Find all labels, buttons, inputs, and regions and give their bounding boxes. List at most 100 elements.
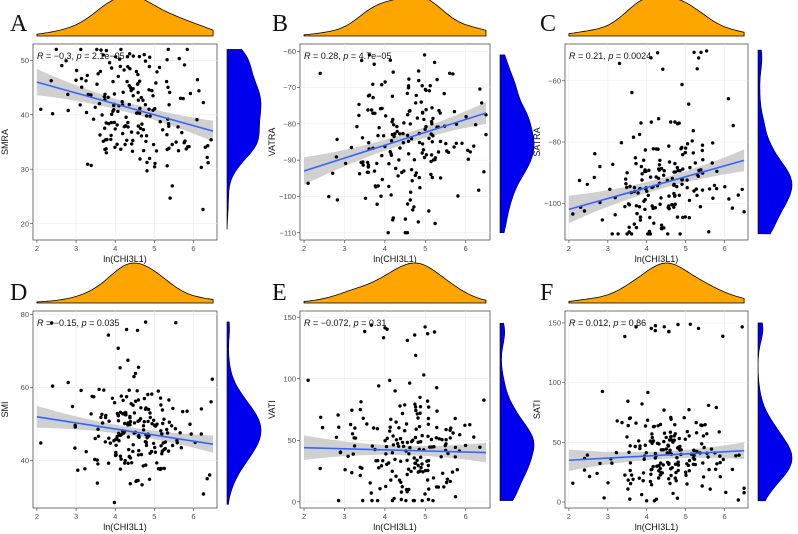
data-point — [128, 52, 132, 56]
data-point — [197, 89, 201, 93]
data-point — [639, 121, 643, 125]
data-point — [427, 405, 431, 409]
data-point — [478, 87, 482, 91]
data-point — [675, 184, 679, 189]
data-point — [143, 407, 148, 411]
data-point — [343, 468, 347, 472]
data-point — [108, 441, 113, 445]
data-point — [737, 453, 741, 457]
data-point — [107, 61, 112, 65]
x-tick-label: 3 — [606, 512, 610, 521]
data-point — [682, 416, 686, 420]
y-tick-label: 100 — [548, 378, 561, 387]
data-point — [168, 90, 172, 95]
data-point — [718, 475, 722, 479]
data-point — [445, 477, 450, 481]
y-tick-label: −100 — [279, 192, 296, 201]
data-point — [701, 158, 705, 162]
plot-frame — [32, 310, 218, 509]
regression-line — [36, 81, 214, 132]
top-density-curve — [36, 262, 214, 304]
data-point — [626, 478, 630, 482]
data-point — [131, 138, 135, 143]
data-point — [675, 496, 680, 500]
data-point — [177, 56, 181, 61]
data-point — [463, 443, 468, 448]
data-point — [706, 455, 710, 459]
data-point — [370, 444, 375, 448]
data-point — [653, 328, 657, 333]
data-point — [148, 114, 152, 118]
data-point — [645, 418, 650, 422]
data-point — [429, 159, 433, 164]
data-point — [700, 143, 705, 147]
data-point — [418, 405, 423, 409]
data-point — [66, 380, 70, 385]
x-tick-label: 5 — [152, 512, 156, 521]
data-point — [482, 170, 486, 174]
data-point — [422, 117, 426, 122]
data-point — [662, 226, 666, 230]
data-point — [199, 407, 204, 411]
data-point — [417, 78, 421, 83]
data-point — [650, 204, 654, 208]
p-equals: = — [359, 318, 369, 328]
data-point — [631, 477, 635, 481]
data-point — [318, 466, 322, 471]
data-point — [74, 78, 78, 82]
data-point — [670, 466, 674, 470]
separator: , — [603, 51, 608, 61]
data-point — [103, 126, 107, 130]
data-point — [107, 122, 111, 126]
data-point — [388, 429, 392, 433]
data-point — [403, 403, 407, 407]
data-point — [582, 468, 587, 472]
data-point — [656, 167, 661, 171]
data-point — [378, 107, 383, 111]
data-point — [383, 326, 387, 330]
y-axis-title: VATRA — [267, 128, 277, 157]
separator: , — [608, 318, 613, 328]
data-point — [435, 425, 439, 430]
data-point — [369, 323, 374, 327]
data-point — [673, 170, 678, 174]
r-equals: = — [311, 318, 321, 328]
data-point — [433, 221, 437, 226]
data-point — [174, 140, 178, 144]
data-point — [717, 430, 721, 434]
data-point — [91, 117, 96, 121]
data-point — [685, 142, 690, 146]
data-point — [613, 213, 617, 217]
y-axis-title: VATI — [267, 400, 277, 419]
data-point — [384, 444, 389, 449]
data-point — [426, 497, 431, 502]
data-point — [664, 435, 668, 440]
data-point — [144, 463, 148, 467]
data-point — [623, 334, 627, 339]
data-point — [687, 408, 691, 412]
data-point — [188, 91, 193, 96]
data-point — [423, 468, 428, 473]
data-point — [398, 146, 402, 150]
p-value: 0.0024 — [624, 51, 652, 61]
data-point — [122, 68, 126, 72]
data-point — [400, 411, 405, 416]
data-point — [145, 169, 149, 173]
data-point — [334, 435, 339, 439]
data-point — [619, 141, 624, 145]
data-point — [449, 426, 453, 430]
data-point — [144, 134, 149, 138]
data-point — [684, 470, 688, 474]
data-point — [696, 56, 701, 60]
data-point — [616, 232, 620, 236]
data-point — [102, 95, 107, 99]
data-point — [675, 446, 680, 450]
data-point — [625, 171, 629, 175]
data-point — [358, 407, 362, 412]
data-point — [657, 163, 662, 167]
data-point — [116, 346, 120, 350]
data-point — [183, 139, 187, 143]
x-tick-label: 3 — [606, 244, 610, 253]
data-point — [415, 458, 419, 462]
data-point — [185, 409, 189, 413]
